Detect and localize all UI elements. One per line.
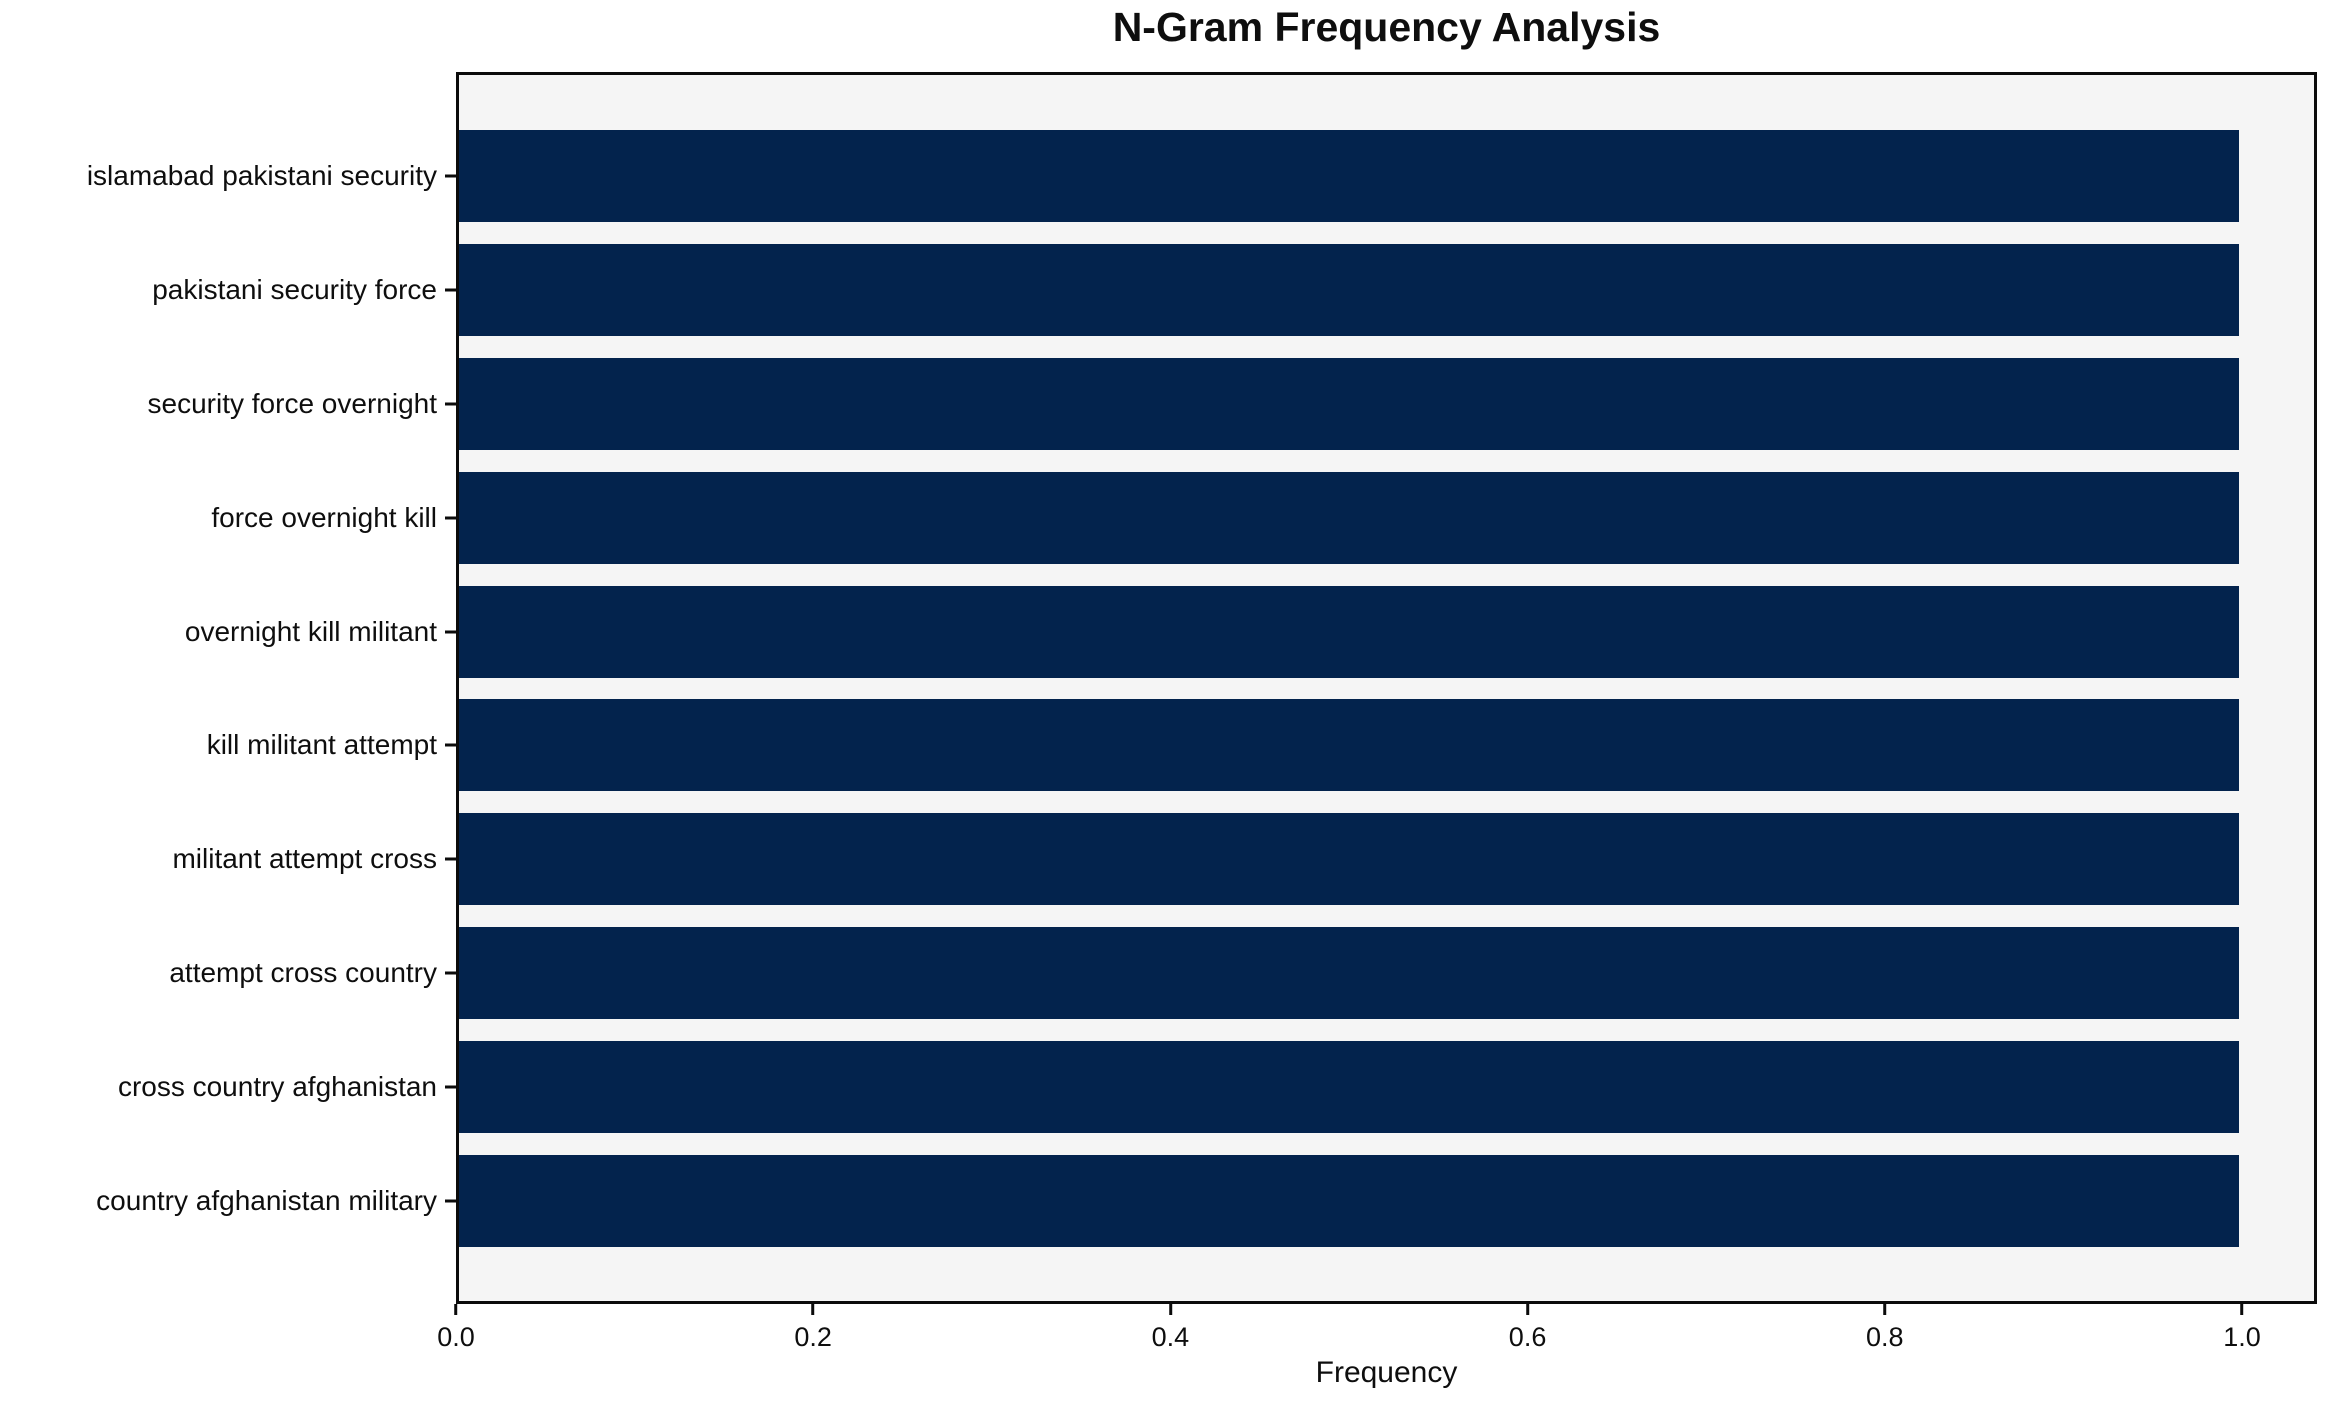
x-tick: 0.2: [794, 1304, 832, 1353]
bar-row: attempt cross country: [169, 927, 2314, 1020]
y-axis-label: overnight kill militant: [184, 615, 437, 647]
x-tick-mark: [454, 1304, 458, 1315]
y-axis-label: cross country afghanistan: [117, 1071, 437, 1102]
frequency-bar: [459, 1154, 2240, 1247]
frequency-bar: [459, 471, 2240, 564]
y-axis-label: kill militant attempt: [206, 729, 437, 761]
x-tick: 0.6: [1508, 1304, 1547, 1353]
bar-row: militant attempt cross: [172, 813, 2314, 906]
x-tick-label: 0.6: [1508, 1322, 1547, 1352]
y-axis-label: militant attempt cross: [172, 843, 437, 875]
x-tick-mark: [1526, 1304, 1530, 1315]
y-axis-label: islamabad pakistani security: [86, 160, 437, 191]
frequency-bar: [459, 130, 2240, 222]
frequency-bar: [459, 357, 2240, 450]
x-tick: 1.0: [2223, 1304, 2261, 1353]
bar-row: pakistani security force: [152, 243, 2314, 336]
y-axis-label: force overnight kill: [211, 501, 437, 533]
y-tick-mark: [445, 743, 456, 747]
y-tick-mark: [445, 288, 456, 292]
bar-row: security force overnight: [148, 357, 2314, 450]
bar-row: overnight kill militant: [185, 585, 2314, 678]
y-tick-mark: [445, 402, 456, 406]
bar-row: kill militant attempt: [207, 699, 2314, 792]
y-axis-label: country afghanistan military: [96, 1184, 437, 1216]
y-tick-mark: [445, 1199, 456, 1203]
x-tick: 0.8: [1866, 1304, 1904, 1353]
x-tick-mark: [1883, 1304, 1887, 1315]
frequency-bar: [459, 243, 2240, 336]
y-tick-mark: [445, 1085, 456, 1089]
bar-row: islamabad pakistani security: [87, 130, 2314, 222]
frequency-bar: [459, 699, 2240, 792]
bar-row: force overnight kill: [211, 471, 2314, 564]
bar-row: cross country afghanistan: [118, 1041, 2314, 1133]
y-tick-mark: [445, 857, 456, 861]
y-tick-mark: [445, 971, 456, 975]
x-tick-label: 0.4: [1151, 1322, 1190, 1352]
chart-title: N-Gram Frequency Analysis: [1112, 4, 1661, 50]
x-tick: 0.4: [1151, 1304, 1190, 1353]
x-axis-title: Frequency: [1315, 1356, 1458, 1389]
frequency-bar: [459, 585, 2240, 678]
x-tick-mark: [811, 1304, 815, 1315]
plot-area: islamabad pakistani security pakistani s…: [87, 72, 2317, 1304]
frequency-bar: [459, 1041, 2240, 1133]
frequency-bar: [459, 813, 2240, 906]
y-tick-mark: [445, 516, 456, 520]
x-tick-label: 0.8: [1866, 1322, 1904, 1352]
x-tick-label: 0.0: [437, 1322, 475, 1352]
x-tick-mark: [2240, 1304, 2244, 1315]
bar-rows-container: islamabad pakistani security pakistani s…: [87, 75, 2314, 1301]
y-axis-label: attempt cross country: [169, 957, 437, 989]
y-tick-mark: [445, 174, 456, 178]
x-tick-mark: [1168, 1304, 1172, 1315]
y-axis-label: security force overnight: [147, 387, 437, 419]
x-tick-label: 1.0: [2223, 1322, 2261, 1352]
frequency-bar: [459, 927, 2240, 1020]
x-tick: 0.0: [437, 1304, 475, 1353]
y-tick-mark: [445, 630, 456, 633]
bar-row: country afghanistan military: [96, 1154, 2314, 1247]
x-tick-label: 0.2: [794, 1322, 832, 1352]
y-axis-label: pakistani security force: [152, 273, 437, 305]
